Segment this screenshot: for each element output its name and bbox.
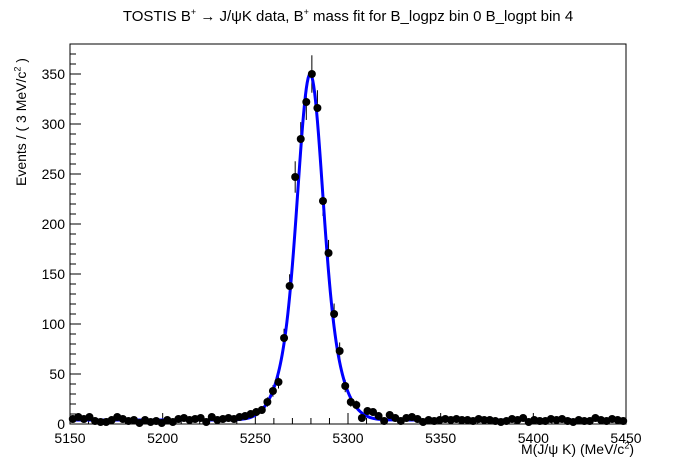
data-point	[619, 417, 628, 425]
data-point	[291, 173, 300, 181]
fit-curve	[70, 72, 626, 422]
data-points	[68, 70, 628, 427]
data-point	[324, 249, 333, 257]
x-tick-label: 5450	[610, 430, 641, 446]
data-point	[374, 412, 383, 420]
y-tick-label: 250	[42, 166, 66, 182]
data-point	[202, 418, 211, 426]
data-point	[196, 414, 205, 422]
data-point	[352, 401, 361, 409]
x-tick-label: 5150	[54, 430, 85, 446]
data-point	[457, 416, 466, 424]
data-point	[285, 282, 294, 290]
tick-labels: 5150 5200 5250 5300 5350 5400 5450 0 50 100 150 200…	[42, 66, 642, 446]
data-point	[307, 70, 316, 78]
x-tick-label: 5350	[425, 430, 456, 446]
chart-title: TOSTIS B+ → J/ψK data, B+ mass fit for B…	[122, 7, 574, 26]
plot-frame	[69, 43, 627, 425]
y-tick-label: 350	[42, 66, 66, 82]
data-point	[313, 104, 322, 112]
data-point	[519, 414, 528, 422]
data-point	[357, 414, 366, 422]
axis-ticks	[69, 43, 627, 425]
x-tick-label: 5300	[332, 430, 363, 446]
data-point	[535, 417, 544, 425]
data-point	[318, 197, 327, 205]
data-point	[274, 378, 283, 386]
y-tick-label: 150	[42, 266, 66, 282]
y-tick-label: 50	[49, 366, 65, 382]
y-tick-label: 200	[42, 216, 66, 232]
data-point	[380, 417, 389, 425]
data-point	[369, 408, 378, 416]
data-point	[280, 334, 289, 342]
y-tick-label: 300	[42, 116, 66, 132]
data-point	[480, 416, 489, 424]
data-point	[330, 310, 339, 318]
error-bars	[70, 55, 626, 424]
x-tick-label: 5400	[518, 430, 549, 446]
x-axis-label: M(J/ψ K) (MeV/c2)	[521, 440, 634, 457]
data-point	[302, 98, 311, 106]
data-point	[257, 406, 266, 414]
data-point	[580, 417, 589, 425]
data-point	[296, 135, 305, 143]
y-tick-label: 0	[57, 416, 65, 432]
data-point	[335, 347, 344, 355]
data-point	[268, 387, 277, 395]
y-tick-label: 100	[42, 316, 66, 332]
y-axis-label: Events / ( 3 MeV/c2 )	[12, 58, 29, 186]
data-point	[85, 413, 94, 421]
x-tick-label: 5200	[147, 430, 178, 446]
x-tick-label: 5250	[240, 430, 271, 446]
data-point	[341, 382, 350, 390]
data-point	[263, 398, 272, 406]
data-point	[96, 418, 105, 426]
